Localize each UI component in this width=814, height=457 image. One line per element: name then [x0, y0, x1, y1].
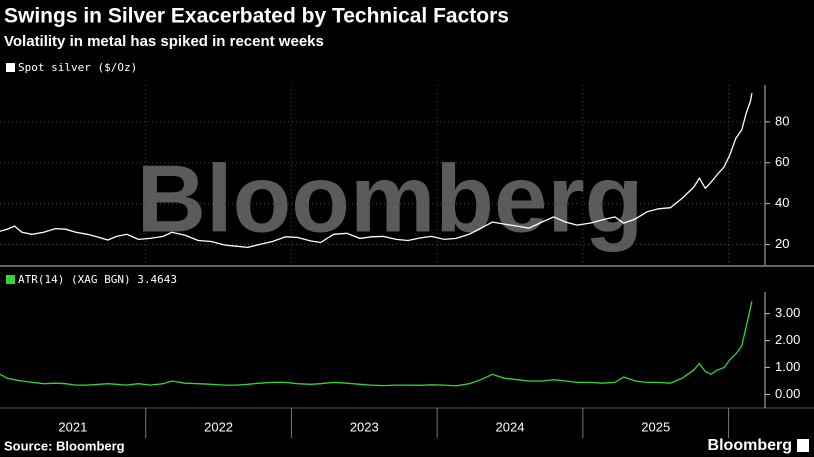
watermark: Bloomberg	[137, 145, 644, 252]
x-tick-label: 2024	[496, 419, 525, 434]
y-tick-label: 0.00	[775, 386, 800, 401]
x-tick-label: 2025	[641, 419, 670, 434]
logo: Bloomberg	[708, 437, 792, 454]
y-tick-label: 40	[775, 195, 789, 210]
data-line	[0, 301, 753, 387]
x-tick-label: 2023	[350, 419, 379, 434]
y-tick-label: 20	[775, 236, 789, 251]
logo-icon	[797, 439, 809, 452]
chart-subtitle: Volatility in metal has spiked in recent…	[4, 33, 324, 50]
data-line	[0, 93, 753, 249]
x-tick-label: 2021	[58, 419, 87, 434]
y-tick-label: 3.00	[775, 305, 800, 320]
legend-swatch	[6, 63, 15, 72]
y-tick-label: 60	[775, 154, 789, 169]
source: Source: Bloomberg	[4, 438, 125, 453]
legend-swatch	[6, 275, 15, 284]
y-tick-label: 80	[775, 113, 789, 128]
y-tick-label: 1.00	[775, 359, 800, 374]
x-tick-label: 2022	[204, 419, 233, 434]
chart-title: Swings in Silver Exacerbated by Technica…	[4, 5, 509, 28]
legend-label: ATR(14) (XAG BGN) 3.4643	[18, 273, 177, 286]
y-tick-label: 2.00	[775, 332, 800, 347]
legend-label: Spot silver ($/Oz)	[18, 61, 137, 74]
